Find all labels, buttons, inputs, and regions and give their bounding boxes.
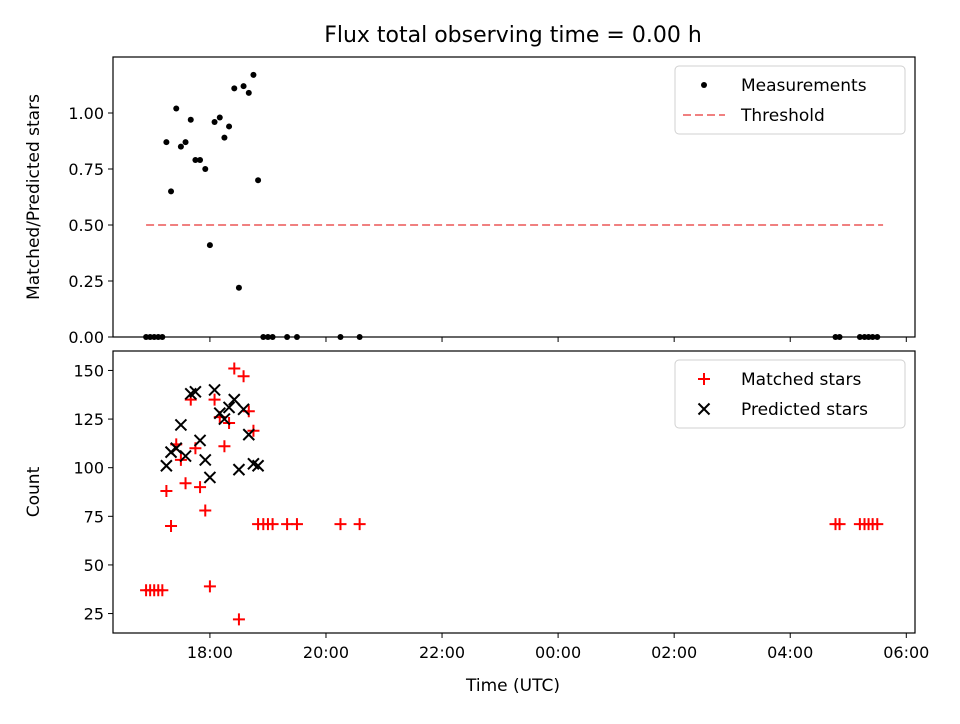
predicted-star-point xyxy=(242,428,255,441)
chart-title: Flux total observing time = 0.00 h xyxy=(324,23,702,48)
y-tick-label: 50 xyxy=(84,556,104,575)
matched-star-point xyxy=(871,518,884,531)
y-tick-label: 125 xyxy=(73,410,104,429)
measurement-point xyxy=(226,123,233,130)
legend-label: Matched stars xyxy=(741,370,861,390)
legend-marker-matched xyxy=(698,373,710,385)
matched-star-point xyxy=(218,440,231,453)
x-tick-label: 20:00 xyxy=(303,643,349,662)
measurement-point xyxy=(245,89,252,96)
y-tick-label: 0.50 xyxy=(68,216,104,235)
matched-star-point xyxy=(203,580,216,593)
legend-label: Predicted stars xyxy=(741,400,868,420)
measurement-point xyxy=(255,177,262,184)
measurement-point xyxy=(177,143,184,150)
y-tick-label: 25 xyxy=(84,605,104,624)
measurement-point xyxy=(235,284,242,291)
measurement-point xyxy=(182,139,189,146)
y-tick-label: 100 xyxy=(73,459,104,478)
measurement-point xyxy=(168,188,175,195)
measurement-point xyxy=(187,116,194,123)
matched-star-point xyxy=(266,518,279,531)
y-tick-label: 0.75 xyxy=(68,160,104,179)
predicted-star-point xyxy=(208,383,221,397)
panels: 0.00 0.25 0.50 0.75 1.00 Matched/Predicted st… xyxy=(24,56,929,662)
plot-frame xyxy=(112,56,916,338)
matched-star-point xyxy=(228,362,241,375)
legend-marker-measurements xyxy=(701,82,707,88)
matched-star-point xyxy=(165,520,178,533)
legend: Matched stars Predicted stars xyxy=(674,359,906,429)
predicted-star-point xyxy=(203,471,217,484)
measurement-point xyxy=(221,134,228,141)
matched-star-point xyxy=(179,477,192,490)
matched-star-point xyxy=(208,393,221,406)
x-tick-label: 18:00 xyxy=(187,643,233,662)
predicted-star-point xyxy=(174,418,188,432)
y-tick-label: 0.00 xyxy=(68,328,104,347)
legend: Measurements Threshold xyxy=(674,65,906,135)
x-tick-label: 02:00 xyxy=(651,643,697,662)
measurement-point xyxy=(197,157,204,164)
predicted-star-point xyxy=(218,412,231,426)
x-tick-label: 04:00 xyxy=(767,643,813,662)
predicted-star-point xyxy=(228,393,241,406)
matched-star-point xyxy=(290,518,303,531)
predicted-star-point xyxy=(232,463,246,476)
legend-marker-predicted xyxy=(697,402,711,416)
legend-label: Threshold xyxy=(740,106,825,126)
plot-frame xyxy=(112,350,916,634)
matched-star-point xyxy=(156,584,169,597)
predicted-star-point xyxy=(179,449,192,463)
matched-star-point xyxy=(160,485,173,498)
legend-box xyxy=(674,65,906,135)
y-tick-label: 1.00 xyxy=(68,104,104,123)
predicted-star-point xyxy=(222,401,236,414)
legend-box xyxy=(674,359,906,429)
y-axis-label: Count xyxy=(24,466,44,517)
predicted-star-point xyxy=(170,442,183,455)
measurement-point xyxy=(202,166,209,172)
measurement-point xyxy=(163,139,170,146)
predicted-star-point xyxy=(237,403,250,416)
matched-star-point xyxy=(353,518,366,531)
y-tick-label: 75 xyxy=(84,507,104,526)
matched-star-point xyxy=(199,504,212,517)
measurement-point xyxy=(173,105,180,112)
series-predicted-stars xyxy=(160,383,265,484)
measurement-point xyxy=(231,85,238,92)
predicted-star-point xyxy=(193,434,207,447)
measurement-point xyxy=(211,118,218,125)
measurement-point xyxy=(250,71,257,78)
predicted-star-point xyxy=(160,459,173,472)
x-tick-label: 22:00 xyxy=(419,643,465,662)
y-tick-label: 150 xyxy=(73,361,104,380)
matched-star-point xyxy=(194,481,207,494)
measurement-point xyxy=(192,157,199,164)
x-tick-label: 00:00 xyxy=(535,643,581,662)
predicted-star-point xyxy=(251,459,265,472)
y-axis-label: Matched/Predicted stars xyxy=(24,94,44,300)
legend-label: Measurements xyxy=(741,76,867,96)
matched-star-point xyxy=(334,518,347,531)
measurement-point xyxy=(240,83,247,90)
predicted-star-point xyxy=(199,453,212,467)
y-tick-label: 0.25 xyxy=(68,272,104,291)
panel-2: 25 50 75 100 125 150 18:00 20:00 22:00 00:00 02:00… xyxy=(24,350,929,662)
predicted-star-point xyxy=(189,385,202,399)
x-tick-label: 06:00 xyxy=(883,643,929,662)
matched-star-point xyxy=(232,613,245,626)
x-axis-label: Time (UTC) xyxy=(465,676,560,696)
matched-star-point xyxy=(833,518,846,531)
panel-1: 0.00 0.25 0.50 0.75 1.00 Matched/Predicted st… xyxy=(24,56,916,347)
measurement-point xyxy=(216,114,223,121)
matched-star-point xyxy=(237,370,250,383)
measurement-point xyxy=(206,242,213,249)
